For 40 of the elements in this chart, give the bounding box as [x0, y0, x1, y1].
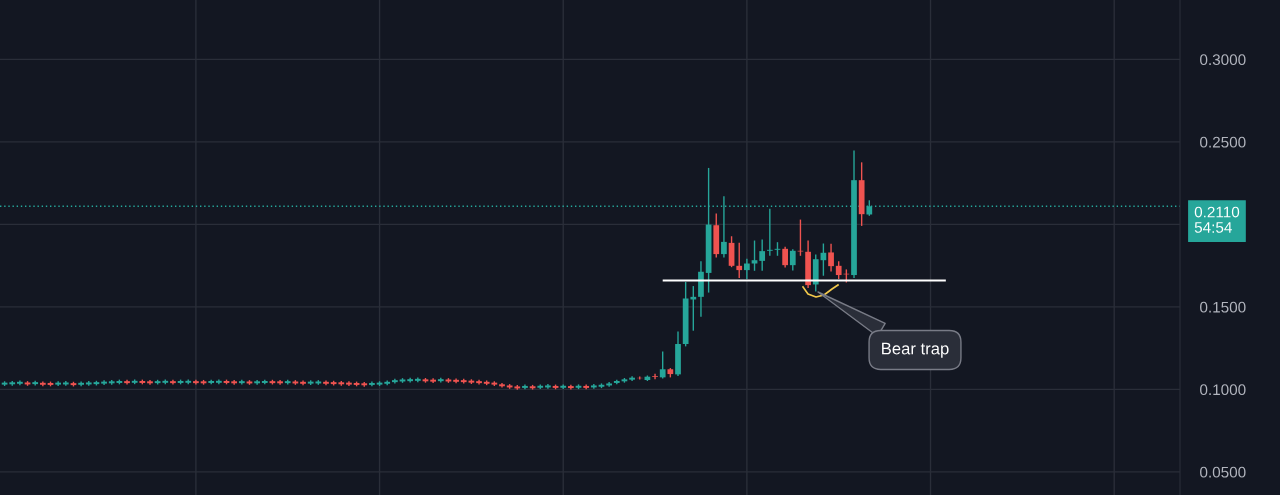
- candlestick: [629, 376, 635, 382]
- candlestick: [652, 373, 658, 380]
- candlestick: [254, 379, 260, 385]
- candlestick: [231, 379, 238, 385]
- candlestick: [78, 381, 84, 387]
- candlestick: [766, 208, 773, 256]
- y-tick-label: 0.3000: [1200, 54, 1246, 66]
- ref-line-label: 0.2110 54:54: [1194, 206, 1240, 233]
- annotation: Bear trap: [882, 342, 949, 358]
- candlestick: [659, 351, 666, 379]
- candlestick: [277, 379, 283, 385]
- candlestick: [62, 381, 69, 386]
- candlestick: [323, 380, 329, 386]
- candlestick: [736, 242, 743, 279]
- candlestick: [789, 249, 796, 271]
- candlestick: [147, 379, 153, 385]
- y-tick-label: 0.1000: [1200, 384, 1246, 396]
- candlestick: [545, 384, 551, 389]
- candlestick: [101, 380, 107, 385]
- candlestick: [453, 378, 459, 384]
- candlestick: [300, 380, 306, 386]
- candlestick: [828, 243, 834, 272]
- candlestick: [215, 379, 222, 385]
- candlestick: [17, 380, 23, 386]
- candlestick: [751, 240, 758, 271]
- candlestick: [430, 378, 436, 384]
- y-tick-label: 0.1500: [1200, 301, 1246, 313]
- candlestick: [782, 246, 789, 268]
- y-tick-label: 0.2500: [1200, 136, 1246, 148]
- candlestick: [744, 258, 750, 280]
- y-tick-label: 0.0500: [1200, 466, 1246, 478]
- candlestick: [407, 377, 414, 383]
- candlestick: [606, 382, 612, 387]
- candlestick: [39, 381, 46, 387]
- candlestick: [346, 381, 352, 386]
- candlestick: [590, 384, 597, 389]
- candlestick: [55, 381, 62, 386]
- candlestick: [499, 382, 505, 388]
- candlestick: [414, 377, 421, 383]
- candlestick: [759, 239, 766, 271]
